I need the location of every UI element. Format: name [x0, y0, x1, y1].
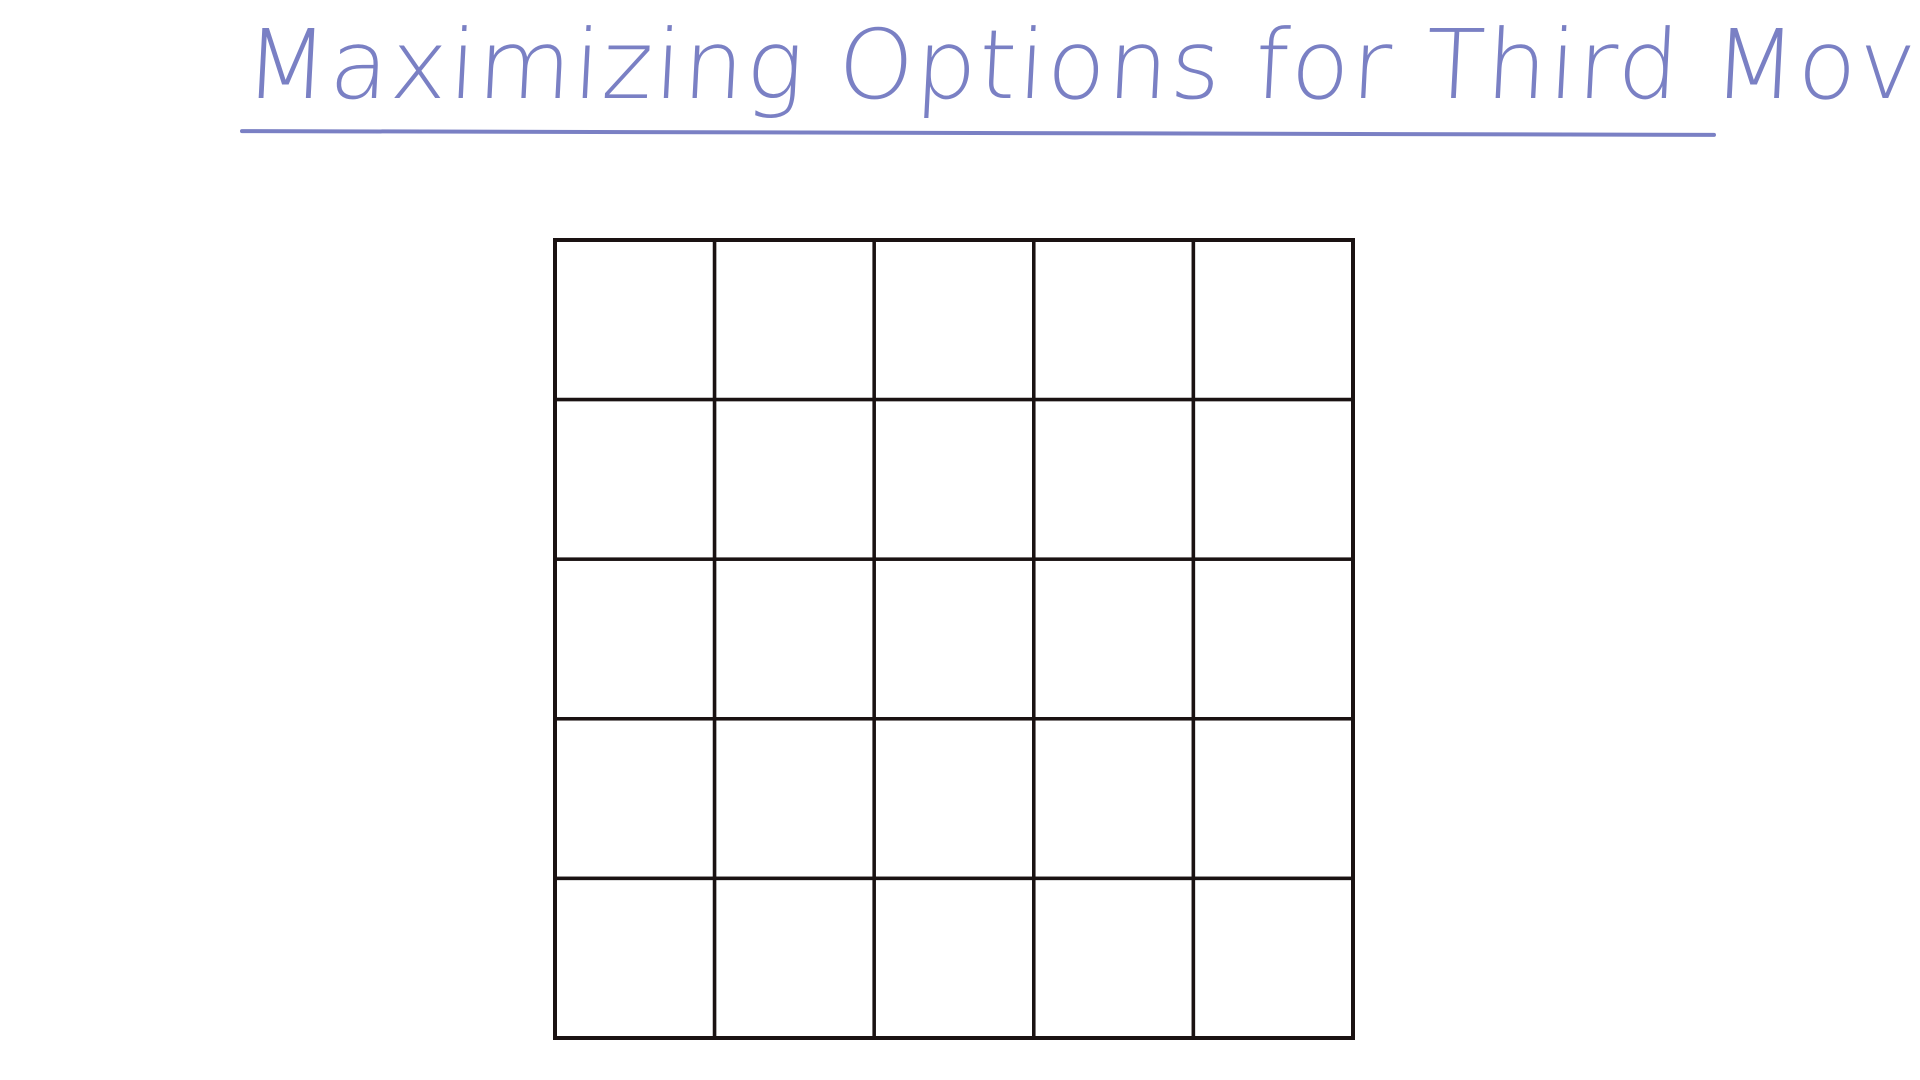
- board-cell-r3-c3[interactable]: [872, 557, 1036, 721]
- board-cell-r1-c3[interactable]: [872, 238, 1036, 402]
- board-cell-r5-c1[interactable]: [553, 876, 717, 1040]
- board-cell-r2-c2[interactable]: [712, 397, 876, 561]
- board-cell-r3-c4[interactable]: [1032, 557, 1196, 721]
- slide-title: Maximizing Options for Third Move: [242, 9, 1920, 121]
- board-cell-r5-c4[interactable]: [1032, 876, 1196, 1040]
- board-cell-r4-c5[interactable]: [1191, 717, 1355, 881]
- board-cell-r4-c2[interactable]: [712, 717, 876, 881]
- board-cell-r2-c3[interactable]: [872, 397, 1036, 561]
- board-cell-r4-c4[interactable]: [1032, 717, 1196, 881]
- board-cell-r2-c4[interactable]: [1032, 397, 1196, 561]
- board-grid: [553, 238, 1355, 1040]
- board-cell-r5-c5[interactable]: [1191, 876, 1355, 1040]
- board-cell-r3-c1[interactable]: [553, 557, 717, 721]
- board-cell-r3-c2[interactable]: [712, 557, 876, 721]
- board-cell-r1-c2[interactable]: [712, 238, 876, 402]
- board-cell-r5-c2[interactable]: [712, 876, 876, 1040]
- title-underline: [239, 129, 1717, 137]
- board-cell-r2-c1[interactable]: [553, 397, 717, 561]
- game-board: [553, 238, 1355, 1040]
- board-cell-r4-c3[interactable]: [872, 717, 1036, 881]
- board-cell-r3-c5[interactable]: [1191, 557, 1355, 721]
- board-border: [553, 238, 1355, 1040]
- board-cell-r1-c1[interactable]: [553, 238, 717, 402]
- board-cell-r5-c3[interactable]: [872, 876, 1036, 1040]
- board-cell-r1-c4[interactable]: [1032, 238, 1196, 402]
- board-cell-r4-c1[interactable]: [553, 717, 717, 881]
- board-cell-r1-c5[interactable]: [1191, 238, 1355, 402]
- board-cell-r2-c5[interactable]: [1191, 397, 1355, 561]
